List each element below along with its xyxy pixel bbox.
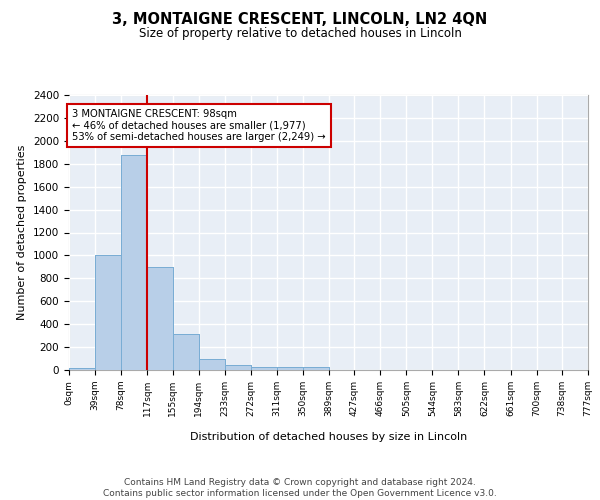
Bar [147,267,173,370]
Bar [121,154,147,370]
Bar [224,365,251,370]
Bar [199,358,224,370]
Text: Distribution of detached houses by size in Lincoln: Distribution of detached houses by size … [190,432,467,442]
Bar [251,366,277,370]
Bar [95,256,121,370]
Bar [95,256,121,370]
Bar [173,334,199,370]
Bar [69,368,95,370]
Text: 3, MONTAIGNE CRESCENT, LINCOLN, LN2 4QN: 3, MONTAIGNE CRESCENT, LINCOLN, LN2 4QN [112,12,488,28]
Bar [224,365,251,370]
Text: 3 MONTAIGNE CRESCENT: 98sqm
← 46% of detached houses are smaller (1,977)
53% of : 3 MONTAIGNE CRESCENT: 98sqm ← 46% of det… [73,109,326,142]
Bar [277,367,303,370]
Text: Size of property relative to detached houses in Lincoln: Size of property relative to detached ho… [139,28,461,40]
Y-axis label: Number of detached properties: Number of detached properties [17,145,28,320]
Bar [69,368,95,370]
Bar [303,367,329,370]
Bar [121,154,147,370]
Bar [147,267,173,370]
Bar [199,358,224,370]
Bar [173,334,199,370]
Bar [251,366,277,370]
Bar [277,367,303,370]
Bar [303,367,329,370]
Text: Contains HM Land Registry data © Crown copyright and database right 2024.
Contai: Contains HM Land Registry data © Crown c… [103,478,497,498]
